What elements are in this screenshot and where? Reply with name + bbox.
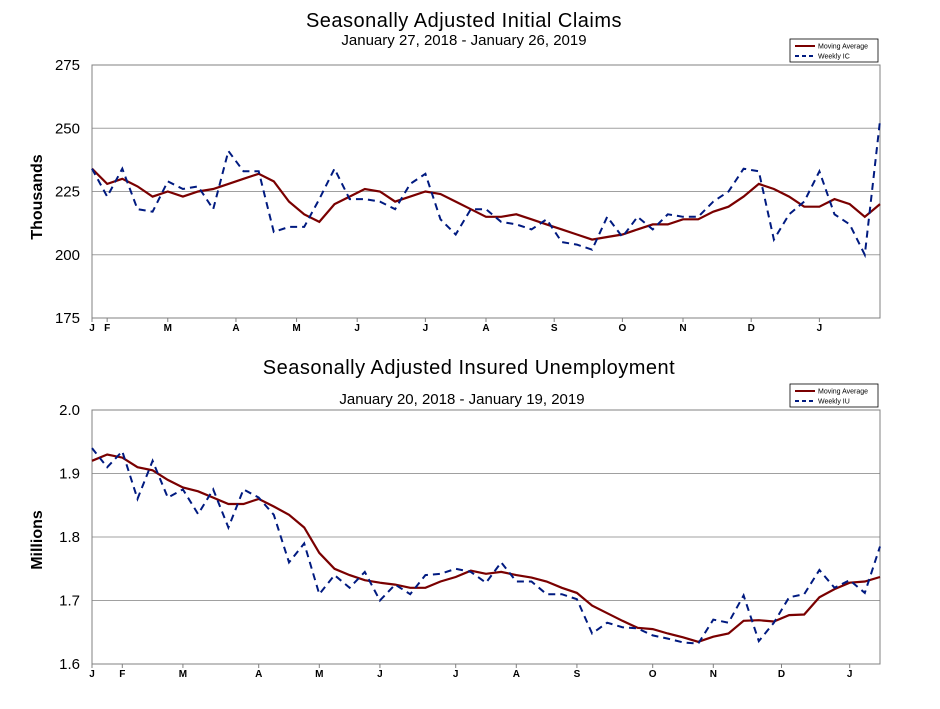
initial-claims-chart: Seasonally Adjusted Initial Claims Janua… [29,10,881,334]
y-tick-label: 1.9 [59,466,80,483]
x-tick-label: O [649,669,657,680]
x-tick-label: D [778,669,785,680]
x-tick-label: J [423,323,429,334]
chart-title: Seasonally Adjusted Initial Claims [306,10,622,32]
x-tick-label: A [232,323,239,334]
x-tick-label: F [119,669,125,680]
x-tick-label: N [679,323,686,334]
x-tick-label: J [354,323,360,334]
y-axis-label: Millions [29,510,46,570]
legend-label-weekly: Weekly IU [818,399,850,406]
x-tick-label: M [292,323,300,334]
chart-subtitle: January 20, 2018 - January 19, 2019 [339,391,584,408]
x-tick-label: J [89,323,95,334]
x-tick-label: J [89,669,95,680]
y-tick-label: 2.0 [59,402,80,419]
x-tick-label: M [164,323,172,334]
chart-title: Seasonally Adjusted Insured Unemployment [263,357,675,379]
y-tick-label: 1.8 [59,529,80,546]
y-tick-label: 1.7 [59,593,80,610]
y-tick-label: 200 [55,247,80,264]
x-tick-label: J [377,669,383,680]
y-tick-label: 175 [55,310,80,327]
x-tick-label: M [315,669,323,680]
legend-label-weekly: Weekly IC [818,54,850,61]
x-tick-label: S [551,323,558,334]
x-tick-label: M [179,669,187,680]
legend-label-moving-average: Moving Average [818,44,868,51]
y-tick-label: 225 [55,184,80,201]
series-line-weekly [91,120,881,259]
x-tick-label: N [710,669,717,680]
x-tick-label: F [104,323,110,334]
legend: Moving Average Weekly IC [789,38,879,63]
x-tick-label: O [618,323,626,334]
x-tick-label: A [482,323,489,334]
series-line-moving-average [91,167,881,241]
x-tick-label: J [817,323,823,334]
y-tick-label: 250 [55,120,80,137]
chart-subtitle: January 27, 2018 - January 26, 2019 [341,32,586,49]
x-tick-label: A [255,669,262,680]
x-tick-label: J [453,669,459,680]
series-line-moving-average [91,453,881,643]
x-tick-label: A [513,669,520,680]
x-tick-label: D [748,323,755,334]
legend-label-moving-average: Moving Average [818,389,868,396]
y-tick-label: 1.6 [59,656,80,673]
plot-frame [91,409,881,665]
series-line-weekly [91,447,881,645]
x-tick-label: J [847,669,853,680]
x-tick-label: S [574,669,581,680]
y-axis-label: Thousands [29,154,46,239]
insured-unemployment-chart: Seasonally Adjusted Insured Unemployment… [29,357,881,680]
y-tick-label: 275 [55,57,80,74]
legend: Moving Average Weekly IU [789,383,879,408]
